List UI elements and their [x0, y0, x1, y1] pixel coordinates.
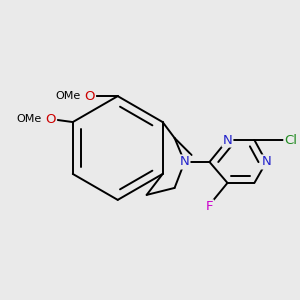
- Text: OMe: OMe: [55, 91, 80, 101]
- Text: Cl: Cl: [284, 134, 297, 146]
- Text: OMe: OMe: [16, 114, 41, 124]
- Text: N: N: [180, 155, 189, 169]
- Text: O: O: [85, 90, 95, 103]
- Text: N: N: [223, 134, 232, 146]
- Text: F: F: [206, 200, 213, 213]
- Text: O: O: [46, 112, 56, 126]
- Text: N: N: [262, 155, 271, 169]
